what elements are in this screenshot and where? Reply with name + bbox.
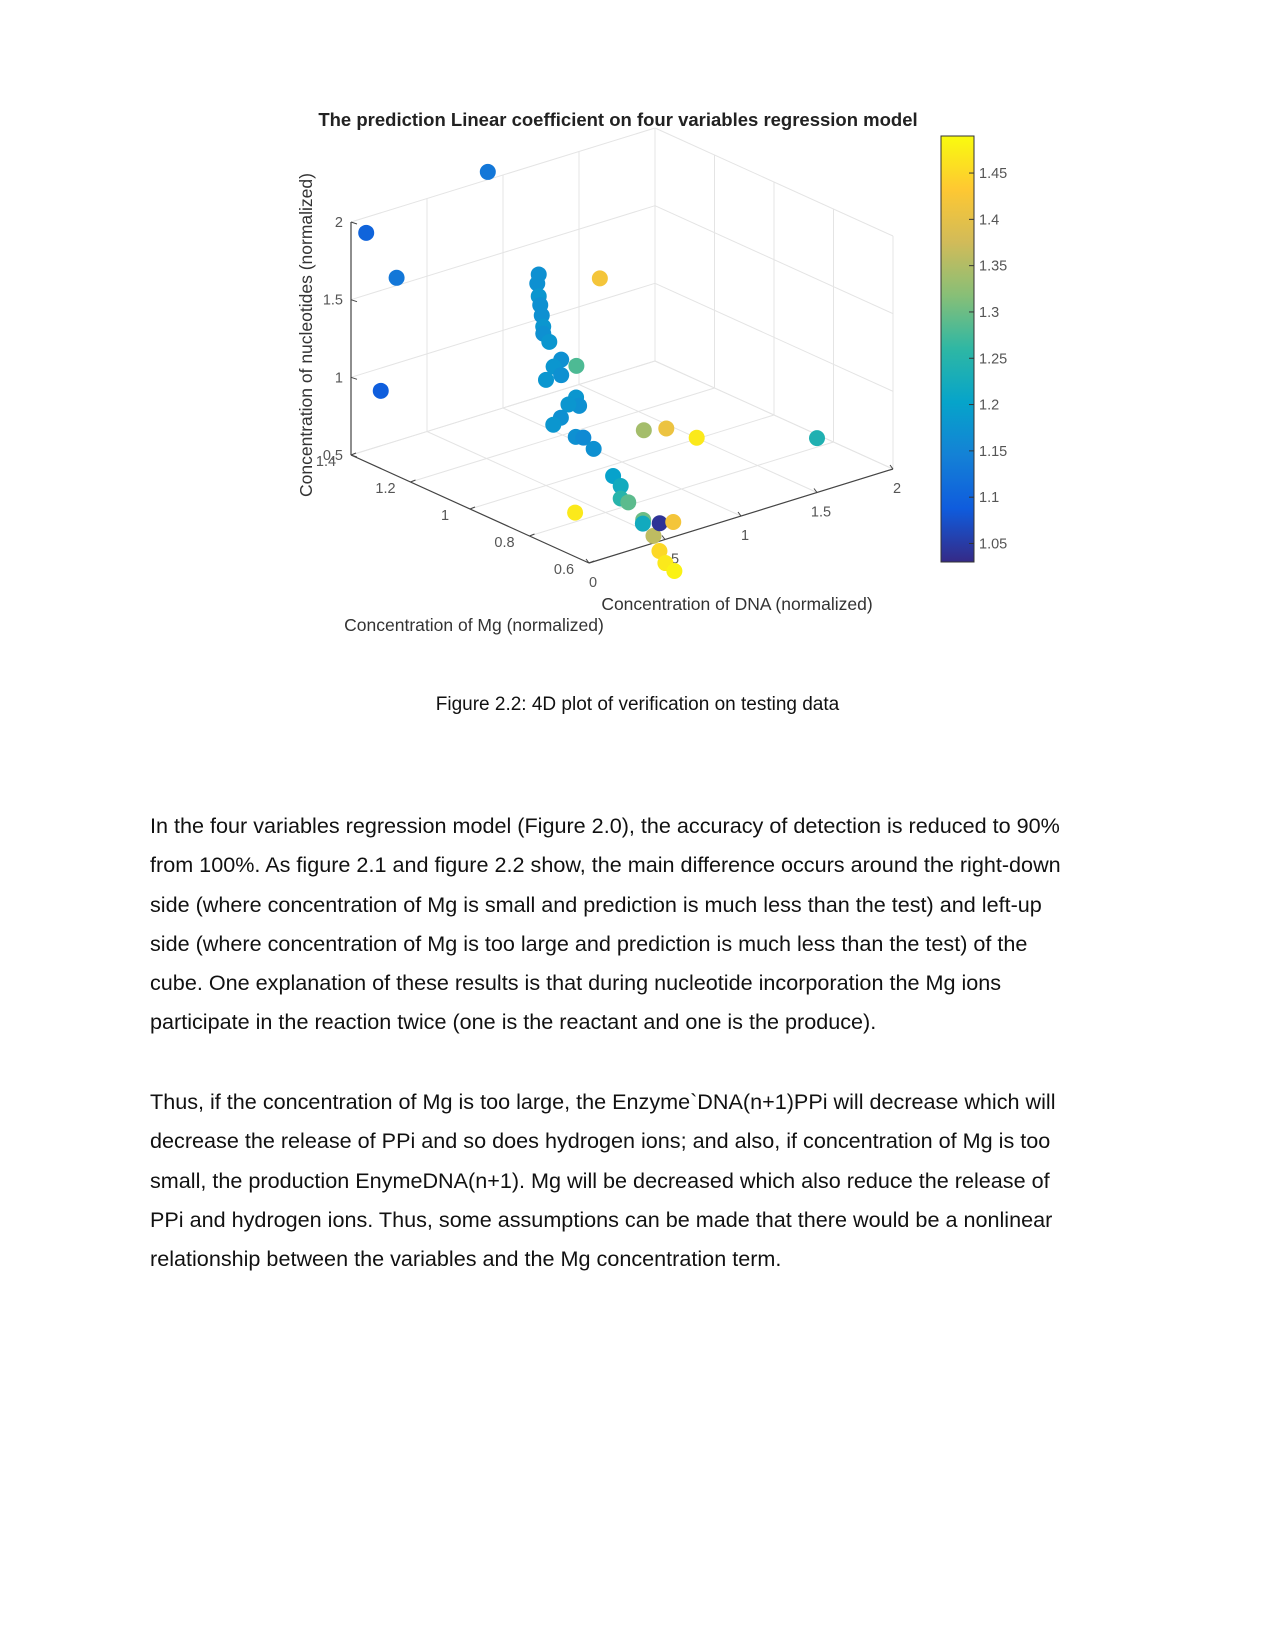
colorbar-tick-label: 1.05 xyxy=(979,536,1007,552)
y-tick-label: 0.8 xyxy=(494,535,514,551)
y-tick-mark xyxy=(350,452,357,456)
data-point xyxy=(620,494,637,511)
paragraph-1-line: participate in the reaction twice (one i… xyxy=(150,1009,877,1035)
data-point xyxy=(666,563,683,580)
data-point xyxy=(553,367,570,384)
figure-caption: Figure 2.2: 4D plot of verification on t… xyxy=(435,694,840,715)
x-tick-label: 0 xyxy=(589,575,597,591)
x-tick-label: 2 xyxy=(893,481,901,497)
data-point xyxy=(560,396,577,413)
data-point xyxy=(809,430,825,447)
paragraph-1-line: from 100%. As figure 2.1 and figure 2.2 … xyxy=(150,852,1061,878)
paragraph-2-line: PPi and hydrogen ions. Thus, some assump… xyxy=(150,1206,1053,1232)
paragraph-2-line: small, the production EnymeDNA(n+1). Mg … xyxy=(150,1167,1050,1193)
y-tick-label: 1.2 xyxy=(375,481,395,497)
y-tick-mark xyxy=(469,506,476,510)
paragraph-1-line: side (where concentration of Mg is too l… xyxy=(150,930,1028,956)
paragraph-1-line: In the four variables regression model (… xyxy=(150,813,1060,838)
grid-line xyxy=(654,360,894,470)
paragraph-1: In the four variables regression model (… xyxy=(150,806,1140,1042)
data-point xyxy=(651,515,668,532)
data-point xyxy=(541,333,558,350)
z-tick-label: 0.5 xyxy=(323,448,343,464)
grid-line xyxy=(350,360,656,456)
data-point xyxy=(634,515,651,532)
x-axis-label: Concentration of DNA (normalized) xyxy=(601,594,872,614)
paragraph-2-line: relationship between the variables and t… xyxy=(150,1246,782,1272)
y-tick-label: 0.6 xyxy=(554,562,574,578)
data-point xyxy=(388,269,405,286)
y-tick-label: 1.4 xyxy=(316,454,336,470)
grid-line xyxy=(654,205,894,315)
z-tick-mark xyxy=(350,376,358,380)
z-tick-label: 1.5 xyxy=(323,293,343,309)
data-point xyxy=(651,543,668,560)
data-point xyxy=(591,270,608,287)
colorbar-tick-label: 1.1 xyxy=(979,490,999,506)
paragraph-1-line: cube. One explanation of these results i… xyxy=(150,970,1002,996)
grid-line xyxy=(654,127,894,237)
paragraph-2: Thus, if the concentration of Mg is too … xyxy=(150,1082,1140,1278)
data-point xyxy=(688,429,705,446)
data-point xyxy=(635,422,652,439)
colorbar-tick-label: 1.4 xyxy=(979,212,999,228)
z-tick-label: 1 xyxy=(335,370,343,386)
grid-line xyxy=(654,282,894,392)
data-point xyxy=(538,371,554,388)
z-axis-label: Concentration of nucleotides (normalized… xyxy=(296,173,316,497)
data-point xyxy=(545,416,562,433)
paragraph-2-line: Thus, if the concentration of Mg is too … xyxy=(150,1089,1056,1114)
colorbar-fill xyxy=(940,135,975,563)
grid-line xyxy=(529,441,834,537)
z-tick-mark xyxy=(350,454,358,458)
data-point xyxy=(612,478,629,495)
data-point xyxy=(568,357,585,374)
z-tick-label: 2 xyxy=(335,215,343,231)
y-tick-label: 1 xyxy=(441,508,449,524)
colorbar: 1.05 1.1 1.15 1.2 1.25 1.3 1.35 1.4 1.45 xyxy=(940,135,1007,563)
x-tick-mark xyxy=(585,558,590,564)
x-tick-mark xyxy=(889,464,894,470)
colorbar-tick-label: 1.2 xyxy=(979,398,999,414)
colorbar-tick-label: 1.35 xyxy=(979,259,1007,275)
data-point xyxy=(665,514,682,531)
y-tick-mark xyxy=(588,560,595,564)
data-point xyxy=(645,527,662,544)
x-tick-label: 1 xyxy=(741,528,749,544)
chart-axes: 00.511.520.60.811.21.40.511.52 xyxy=(316,215,901,591)
chart-figure: The prediction Linear coefficient on fou… xyxy=(296,109,1007,635)
y-tick-mark xyxy=(410,479,416,483)
paragraph-1-line: side (where concentration of Mg is small… xyxy=(150,891,1042,917)
data-point xyxy=(575,429,592,446)
data-point xyxy=(479,163,496,180)
data-point xyxy=(529,275,546,292)
chart-title: The prediction Linear coefficient on fou… xyxy=(318,109,917,130)
y-axis-label: Concentration of Mg (normalized) xyxy=(344,615,604,635)
paragraph-2-line: decrease the release of PPi and so does … xyxy=(150,1128,1051,1154)
colorbar-tick-label: 1.25 xyxy=(979,351,1007,367)
chart-points xyxy=(358,163,825,580)
grid-line xyxy=(350,205,656,301)
z-tick-mark xyxy=(350,221,358,225)
data-point xyxy=(658,420,675,437)
data-point xyxy=(358,224,375,241)
grid-line xyxy=(469,414,775,510)
grid-line xyxy=(410,387,715,483)
x-tick-mark xyxy=(661,535,666,540)
x-tick-mark xyxy=(813,488,818,493)
x-tick-label: 1.5 xyxy=(811,505,831,521)
x-tick-mark xyxy=(737,511,742,517)
colorbar-tick-label: 1.15 xyxy=(979,444,1007,460)
colorbar-ticks: 1.05 1.1 1.15 1.2 1.25 1.3 1.35 1.4 1.45 xyxy=(969,166,1007,552)
grid-line xyxy=(350,282,656,378)
data-point xyxy=(567,504,584,521)
data-point xyxy=(585,440,602,457)
grid-line xyxy=(350,127,656,223)
colorbar-tick-label: 1.3 xyxy=(979,305,999,321)
y-tick-mark xyxy=(529,533,535,537)
data-point xyxy=(372,382,389,399)
z-tick-mark xyxy=(350,299,358,303)
colorbar-tick-label: 1.45 xyxy=(979,166,1007,182)
